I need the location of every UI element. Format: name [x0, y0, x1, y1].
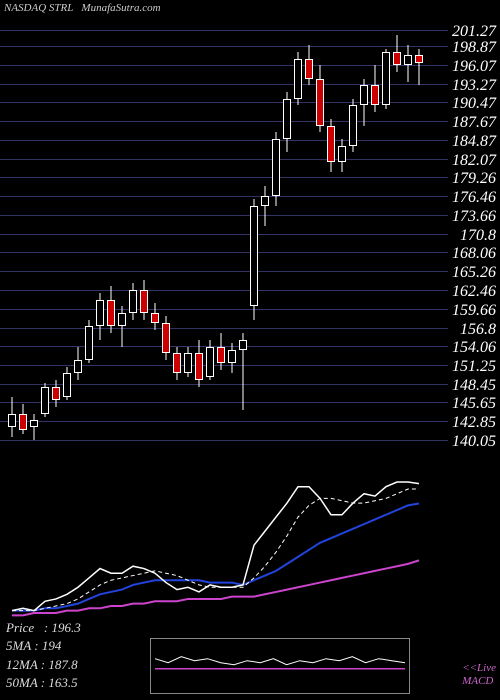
candle: [371, 65, 379, 112]
y-axis-label: 187.67: [452, 114, 496, 132]
live-macd-label: <<Live MACD: [462, 662, 496, 688]
y-axis-label: 170.8: [460, 227, 496, 245]
ma12-row: 12MA : 187.8: [6, 656, 81, 674]
candle: [316, 65, 324, 132]
y-axis-label: 196.07: [452, 58, 496, 76]
y-axis-label: 168.06: [452, 245, 496, 263]
candle: [151, 303, 159, 330]
y-axis-label: 145.65: [452, 395, 496, 413]
ticker-label: NASDAQ STRL: [4, 2, 73, 14]
ma50-row: 50MA : 163.5: [6, 674, 81, 692]
candle: [393, 35, 401, 72]
price-row: Price : 196.3: [6, 619, 81, 637]
candle: [30, 414, 38, 441]
candle: [360, 79, 368, 126]
y-axis-label: 154.06: [452, 339, 496, 357]
candle: [217, 333, 225, 370]
y-axis-label: 184.87: [452, 133, 496, 151]
candle: [118, 306, 126, 346]
candle: [129, 283, 137, 320]
candle: [195, 340, 203, 387]
y-axis-label: 182.07: [452, 152, 496, 170]
candle: [63, 367, 71, 400]
candle: [8, 397, 16, 437]
y-axis-label: 156.8: [460, 321, 496, 339]
y-axis-label: 148.45: [452, 377, 496, 395]
y-axis-label: 159.66: [452, 302, 496, 320]
y-axis-label: 140.05: [452, 433, 496, 451]
candle: [107, 286, 115, 333]
candle: [184, 347, 192, 377]
candle: [327, 119, 335, 173]
candle: [206, 340, 214, 380]
candle: [228, 343, 236, 373]
y-axis-label: 151.25: [452, 358, 496, 376]
candle: [261, 186, 269, 226]
macd-inset: [150, 638, 410, 694]
y-axis-label: 142.85: [452, 414, 496, 432]
site-label: MunafaSutra.com: [81, 2, 160, 14]
y-axis-label: 176.46: [452, 189, 496, 207]
y-axis-label: 198.87: [452, 39, 496, 57]
candle: [52, 380, 60, 407]
y-axis-label: 173.66: [452, 208, 496, 226]
candle: [162, 316, 170, 360]
candle: [173, 347, 181, 380]
candle: [272, 132, 280, 206]
y-axis-label: 179.26: [452, 170, 496, 188]
candle: [338, 139, 346, 172]
candle: [85, 320, 93, 364]
y-axis-label: 193.27: [452, 77, 496, 95]
candle: [140, 280, 148, 320]
y-axis-label: 165.26: [452, 264, 496, 282]
candle: [96, 293, 104, 340]
candle: [283, 92, 291, 152]
ma5-row: 5MA : 194: [6, 637, 81, 655]
candle: [19, 404, 27, 434]
price-info-box: Price : 196.3 5MA : 194 12MA : 187.8 50M…: [6, 619, 81, 692]
candle: [239, 333, 247, 410]
candle: [382, 49, 390, 109]
candle: [41, 383, 49, 416]
candle: [404, 45, 412, 82]
candle: [415, 49, 423, 86]
candle: [74, 347, 82, 380]
candle: [349, 99, 357, 153]
candle: [250, 199, 258, 320]
y-axis-label: 162.46: [452, 283, 496, 301]
candle: [305, 45, 313, 85]
candle: [294, 52, 302, 106]
y-axis-label: 190.47: [452, 95, 496, 113]
candlestick-chart: 201.27198.87196.07193.27190.47187.67184.…: [0, 0, 500, 445]
chart-header: NASDAQ STRL MunafaSutra.com: [4, 2, 161, 14]
